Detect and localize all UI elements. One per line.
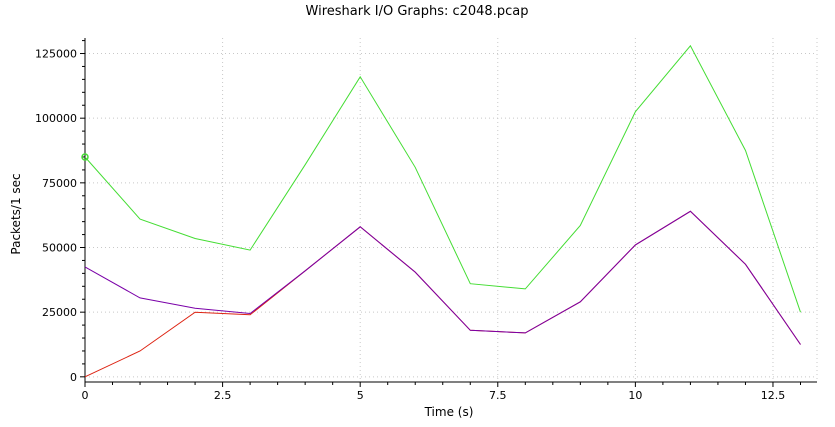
x-tick-label: 5	[357, 389, 364, 402]
y-tick-label: 75000	[42, 177, 77, 190]
series-layer	[81, 44, 801, 378]
x-tick-label: 2.5	[214, 389, 232, 402]
series-line-1	[84, 44, 801, 313]
series-marker-1	[81, 153, 89, 161]
x-tick-label: 12.5	[761, 389, 786, 402]
y-tick-label: 125000	[35, 48, 77, 61]
y-axis-label: Packets/1 sec	[9, 173, 23, 254]
y-tick-label: 25000	[42, 306, 77, 319]
series-line-2	[84, 210, 801, 345]
y-tick-label: 0	[70, 371, 77, 384]
grid	[84, 38, 818, 382]
y-tick-label: 100000	[35, 112, 77, 125]
chart-title: Wireshark I/O Graphs: c2048.pcap	[306, 4, 529, 19]
x-axis-label: Time (s)	[424, 405, 474, 419]
x-tick-label: 0	[82, 389, 89, 402]
x-tick-label: 7.5	[489, 389, 507, 402]
y-tick-label: 50000	[42, 242, 77, 255]
axes: 0 2.5 5 7.5 10 12.5 0 25000 50000 75000 100000 1250…	[35, 38, 817, 402]
x-tick-label: 10	[628, 389, 642, 402]
series-line-3	[84, 210, 801, 378]
